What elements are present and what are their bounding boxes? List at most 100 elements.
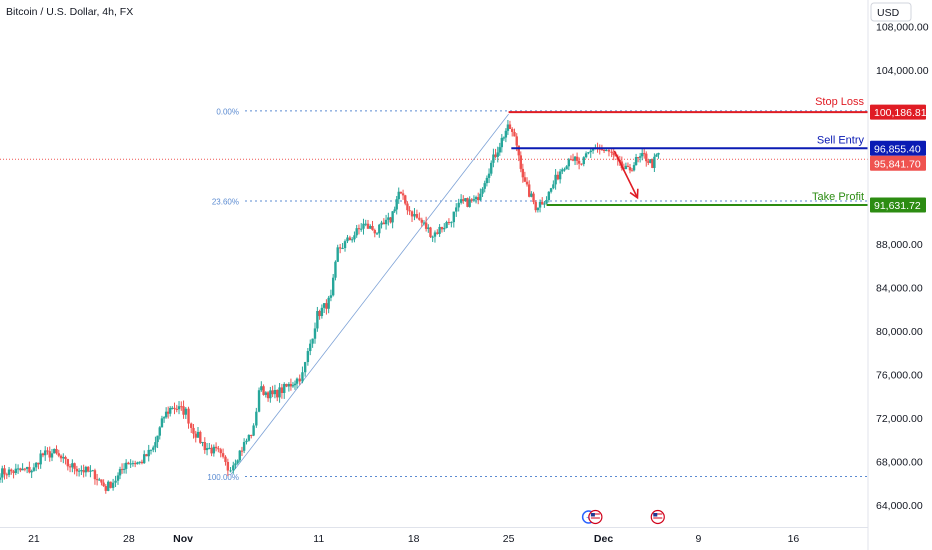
candle-body (28, 466, 31, 473)
time-axis-ticks[interactable]: 21 28 Nov 11 18 25 Dec 9 16 (28, 533, 799, 545)
candle-body (1, 468, 4, 478)
price-tick-label: 64,000.00 (876, 500, 923, 512)
candle-body (122, 468, 126, 470)
candle-body (266, 392, 270, 399)
candle-body (327, 297, 330, 309)
candle-body (459, 199, 463, 203)
candle-body (375, 233, 379, 235)
candle-body (504, 130, 508, 138)
candle-body (506, 124, 510, 131)
candle-body (3, 468, 6, 475)
candle-body (295, 378, 299, 384)
candle-body (556, 174, 560, 180)
price-tick-label: 88,000.00 (876, 239, 923, 251)
candle-body (152, 447, 155, 450)
candle-body (645, 153, 648, 162)
candle-body (182, 406, 185, 415)
candle-body (229, 470, 232, 472)
candle-body (380, 222, 383, 225)
candle-body (334, 261, 337, 278)
candle-body (187, 408, 190, 424)
candle-body (429, 227, 432, 237)
candle-body (462, 199, 465, 202)
candle-body (636, 157, 640, 159)
candle-body (496, 152, 499, 157)
candle-body (643, 153, 646, 155)
candle-body (111, 482, 115, 488)
candle-body (470, 199, 473, 201)
candle-body (309, 343, 312, 352)
time-tick-label: 28 (123, 533, 135, 545)
candle-body (395, 199, 398, 210)
candle-body (552, 184, 555, 189)
candle-body (175, 408, 178, 410)
price-axis-panel[interactable] (868, 0, 932, 550)
candle-body (285, 383, 288, 387)
candle-body (534, 202, 537, 211)
candle-body (276, 389, 279, 398)
candle-body (313, 328, 317, 339)
candle-body (14, 468, 18, 474)
candle-body (250, 434, 253, 436)
candle-body (46, 450, 49, 452)
flag-canton (590, 513, 595, 517)
candle-body (190, 423, 193, 428)
time-tick-label: 9 (696, 533, 702, 545)
candle-body (173, 407, 176, 409)
time-tick-label: 11 (313, 533, 324, 545)
candle-body (160, 418, 164, 428)
candle-body (98, 479, 101, 481)
candle-body (494, 154, 497, 157)
candle-body (450, 222, 453, 224)
candle-body (86, 466, 90, 472)
candle-body (364, 223, 367, 225)
candle-body (528, 184, 531, 197)
candle-body (624, 165, 628, 170)
candle-body (614, 155, 617, 157)
candle-body (466, 198, 469, 207)
candle-body (481, 188, 484, 194)
candle-body (410, 211, 414, 217)
candle-body (199, 431, 202, 443)
level-price-tag (870, 140, 926, 156)
level-price-tag (870, 104, 926, 120)
candle-body (498, 147, 501, 153)
candle-body (194, 433, 197, 438)
fib-level-label: 23.60% (212, 198, 239, 207)
candle-body (545, 199, 548, 204)
candle-body (221, 453, 225, 457)
candle-body (561, 169, 564, 172)
candle-body (149, 449, 153, 451)
candle-body (73, 463, 76, 469)
us-flag-icon[interactable] (650, 509, 665, 525)
candle-body (474, 197, 478, 200)
candle-body (184, 408, 188, 415)
time-tick-label: 21 (28, 533, 40, 545)
candle-body (127, 462, 130, 465)
candle-body (311, 338, 314, 344)
candle-body (477, 197, 480, 201)
candle-body (217, 448, 220, 450)
candle-body (325, 303, 328, 309)
candle-body (336, 247, 339, 262)
candle-body (565, 166, 568, 170)
currency-button[interactable] (870, 2, 912, 22)
us-flag-icon[interactable] (588, 509, 603, 525)
candle-body (120, 469, 124, 471)
candle-body (479, 193, 482, 201)
candle-body (406, 203, 409, 211)
candle-body (255, 411, 258, 426)
fib-level-label: 0.00% (216, 107, 239, 116)
candle-body (262, 386, 265, 395)
candle-body (298, 378, 301, 382)
candle-body (143, 454, 146, 464)
candle-body (602, 150, 606, 152)
candle-body (369, 225, 372, 229)
candle-body (632, 165, 636, 171)
candle-body (485, 177, 489, 184)
candle-body (177, 406, 181, 410)
candle-body (547, 191, 551, 200)
candle-body (587, 152, 590, 154)
